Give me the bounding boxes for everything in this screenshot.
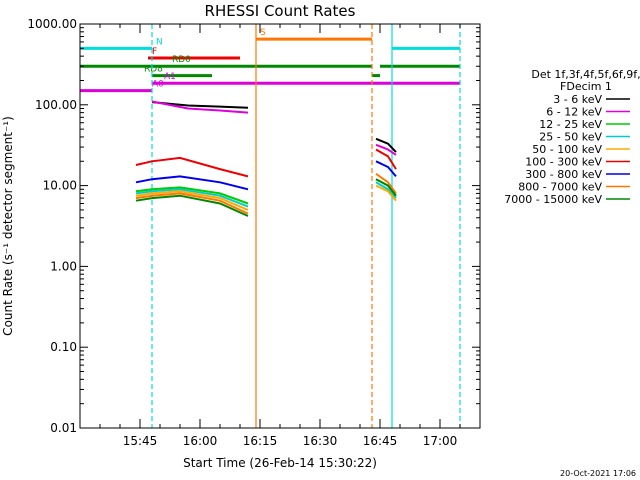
y-axis: 0.01 0.10 1.00 10.00 100.00 1000.00 bbox=[27, 17, 480, 435]
flag-label-rd0: RD0 bbox=[172, 55, 191, 65]
series-line-8 bbox=[375, 178, 397, 197]
footer-timestamp: 20-Oct-2021 17:06 bbox=[560, 469, 636, 478]
legend-header: FDecim 1 bbox=[560, 80, 612, 93]
flag-label-f: F bbox=[152, 47, 157, 57]
series-line-7 bbox=[375, 172, 397, 194]
series-line-5 bbox=[375, 148, 397, 170]
series-line-2 bbox=[135, 186, 249, 205]
legend-label: 100 - 300 keV bbox=[525, 156, 602, 169]
chart-title: RHESSI Count Rates bbox=[205, 2, 356, 20]
flag-label-rd8: RD8 bbox=[144, 65, 163, 75]
y-tick-label: 100.00 bbox=[35, 98, 77, 112]
x-axis: 15:45 16:00 16:15 16:30 16:45 17:00 bbox=[79, 24, 481, 448]
series-line-0 bbox=[151, 101, 249, 109]
series-line-5 bbox=[135, 156, 249, 178]
series-line-4 bbox=[135, 190, 249, 211]
series-line-6 bbox=[375, 160, 397, 178]
y-tick-label: 1000.00 bbox=[27, 17, 77, 31]
flag-label-a1: A1 bbox=[164, 72, 176, 82]
legend-label: 6 - 12 keV bbox=[546, 106, 602, 119]
series-line-1 bbox=[151, 100, 249, 114]
event-markers bbox=[151, 24, 461, 428]
x-tick-label: 17:00 bbox=[423, 434, 458, 448]
legend-label: 25 - 50 keV bbox=[539, 131, 602, 144]
y-tick-label: 10.00 bbox=[43, 179, 77, 193]
x-tick-label: 16:00 bbox=[183, 434, 218, 448]
series-line-8 bbox=[135, 194, 249, 217]
y-tick-label: 0.01 bbox=[50, 421, 77, 435]
legend: Det 1f,3f,4f,5f,6f,9f,FDecim 13 - 6 keV6… bbox=[504, 68, 640, 206]
series-line-6 bbox=[135, 175, 249, 191]
legend-label: 12 - 25 keV bbox=[539, 118, 602, 131]
x-axis-label: Start Time (26-Feb-14 15:30:22) bbox=[183, 456, 377, 470]
x-tick-label: 15:45 bbox=[123, 434, 158, 448]
x-tick-label: 16:30 bbox=[303, 434, 338, 448]
attenuator-flags: NSFRD0RD8A0A1 bbox=[80, 28, 460, 93]
flag-label-n: N bbox=[156, 37, 163, 47]
y-axis-label: Count Rate (s⁻¹ detector segment⁻¹) bbox=[1, 116, 15, 336]
series-line-3 bbox=[135, 188, 249, 208]
legend-label: 7000 - 15000 keV bbox=[504, 193, 602, 206]
legend-label: 800 - 7000 keV bbox=[518, 181, 602, 194]
series-line-4 bbox=[375, 184, 397, 202]
y-tick-label: 0.10 bbox=[50, 340, 77, 354]
legend-header: Det 1f,3f,4f,5f,6f,9f, bbox=[531, 68, 640, 81]
flag-label-s: S bbox=[260, 28, 266, 38]
x-tick-label: 16:45 bbox=[363, 434, 398, 448]
series-line-0 bbox=[375, 137, 397, 153]
legend-label: 3 - 6 keV bbox=[553, 93, 602, 106]
series-line-7 bbox=[135, 192, 249, 215]
y-tick-label: 1.00 bbox=[50, 259, 77, 273]
x-tick-label: 16:15 bbox=[243, 434, 278, 448]
series-line-3 bbox=[375, 181, 397, 199]
series-lines bbox=[135, 100, 397, 217]
series-line-1 bbox=[375, 143, 397, 156]
legend-label: 300 - 800 keV bbox=[525, 168, 602, 181]
legend-label: 50 - 100 keV bbox=[532, 143, 602, 156]
